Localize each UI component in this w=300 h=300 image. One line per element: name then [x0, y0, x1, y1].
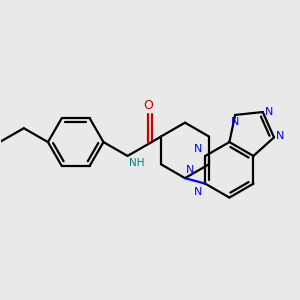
Text: N: N	[231, 117, 239, 127]
Text: O: O	[143, 99, 153, 112]
Text: N: N	[186, 165, 194, 175]
Text: N: N	[194, 187, 202, 197]
Text: N: N	[276, 131, 284, 141]
Text: N: N	[194, 144, 202, 154]
Text: NH: NH	[129, 158, 144, 168]
Text: N: N	[265, 107, 273, 117]
